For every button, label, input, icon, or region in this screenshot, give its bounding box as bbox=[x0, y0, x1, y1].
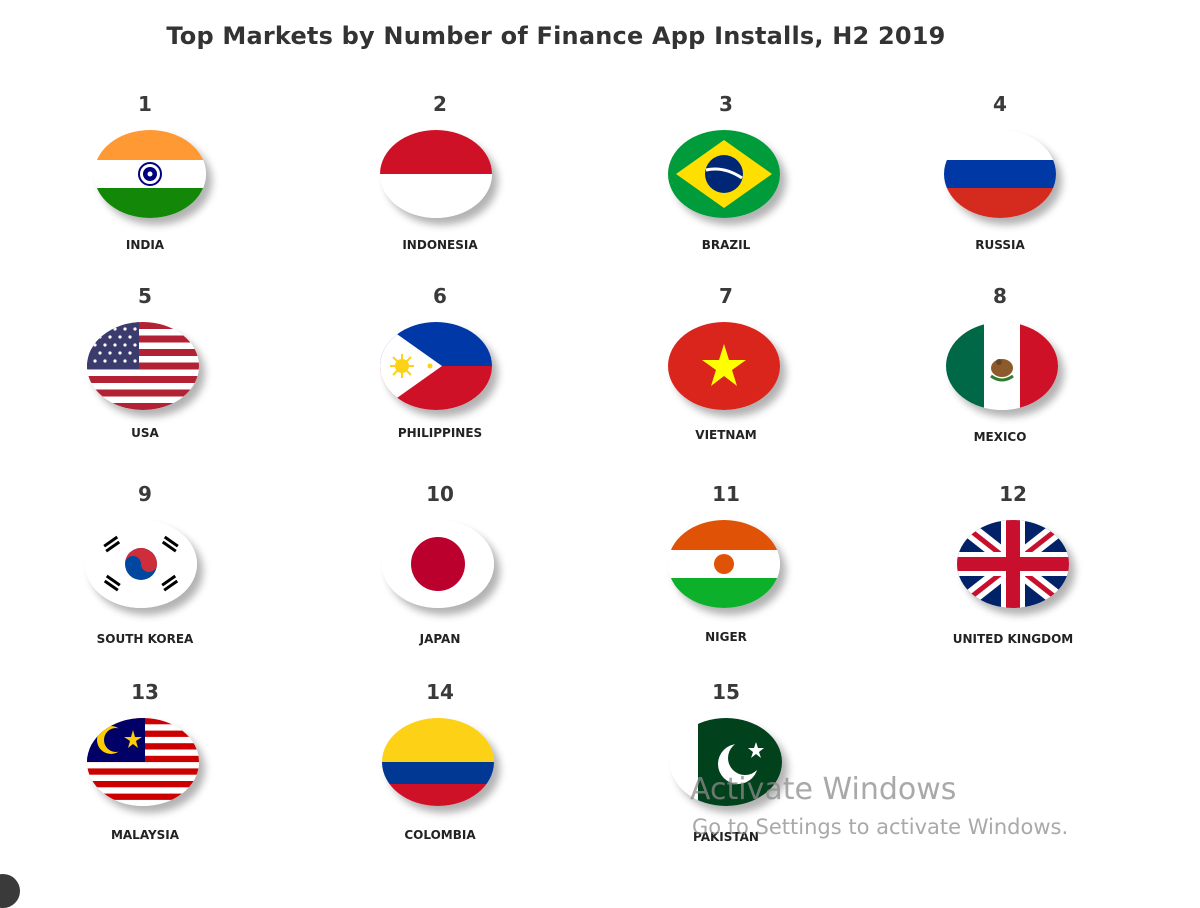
united-kingdom-flag-icon bbox=[957, 520, 1069, 608]
country-name: PHILIPPINES bbox=[397, 426, 483, 440]
country-name: BRAZIL bbox=[701, 238, 751, 252]
country-name: INDIA bbox=[125, 238, 165, 252]
country-name: USA bbox=[131, 426, 159, 440]
market-card: 10 JAPAN bbox=[320, 482, 560, 672]
market-card: 2 INDONESIA bbox=[320, 92, 560, 282]
mexico-flag-icon bbox=[946, 322, 1058, 410]
brazil-flag-icon bbox=[668, 130, 780, 218]
rank-number: 1 bbox=[138, 92, 152, 116]
market-card: 6 PHILIPPINES bbox=[320, 284, 560, 474]
rank-number: 9 bbox=[138, 482, 152, 506]
activation-watermark-title: Activate Windows bbox=[690, 772, 957, 807]
rank-number: 6 bbox=[433, 284, 447, 308]
market-card: 3 BRAZIL bbox=[606, 92, 846, 282]
market-card: 15 PAKISTAN bbox=[606, 680, 846, 870]
market-card: 4 RUSSIA bbox=[880, 92, 1120, 282]
colombia-flag-icon bbox=[382, 718, 494, 806]
country-name: UNITED KINGDOM bbox=[952, 632, 1074, 646]
country-name: INDONESIA bbox=[402, 238, 478, 252]
page-title: Top Markets by Number of Finance App Ins… bbox=[166, 22, 946, 50]
rank-number: 13 bbox=[131, 680, 159, 704]
malaysia-flag-icon bbox=[87, 718, 199, 806]
market-card: 5 USA bbox=[25, 284, 265, 474]
market-card: 13 MALAYSIA bbox=[25, 680, 265, 870]
vietnam-flag-icon bbox=[668, 322, 780, 410]
market-card: 8 MEXICO bbox=[880, 284, 1120, 474]
rank-number: 15 bbox=[712, 680, 740, 704]
country-name: SOUTH KOREA bbox=[96, 632, 194, 646]
country-name: NIGER bbox=[705, 630, 747, 644]
market-card: 11 NIGER bbox=[606, 482, 846, 672]
rank-number: 7 bbox=[719, 284, 733, 308]
country-name: MALAYSIA bbox=[110, 828, 180, 842]
india-flag-icon bbox=[94, 130, 206, 218]
philippines-flag-icon bbox=[380, 322, 492, 410]
country-name: JAPAN bbox=[419, 632, 461, 646]
rank-number: 11 bbox=[712, 482, 740, 506]
country-name: PAKISTAN bbox=[693, 830, 759, 844]
south-korea-flag-icon bbox=[85, 520, 197, 608]
rank-number: 12 bbox=[999, 482, 1027, 506]
japan-flag-icon bbox=[382, 520, 494, 608]
market-card: 14 COLOMBIA bbox=[320, 680, 560, 870]
market-card: 7 VIETNAM bbox=[606, 284, 846, 474]
rank-number: 14 bbox=[426, 680, 454, 704]
rank-number: 4 bbox=[993, 92, 1007, 116]
market-card: 9 SOUTH KOREA bbox=[25, 482, 265, 672]
indonesia-flag-icon bbox=[380, 130, 492, 218]
rank-number: 10 bbox=[426, 482, 454, 506]
country-name: COLOMBIA bbox=[404, 828, 476, 842]
rank-number: 2 bbox=[433, 92, 447, 116]
market-card: 1 INDIA bbox=[25, 92, 265, 282]
rank-number: 5 bbox=[138, 284, 152, 308]
country-name: VIETNAM bbox=[695, 428, 757, 442]
niger-flag-icon bbox=[668, 520, 780, 608]
rank-number: 3 bbox=[719, 92, 733, 116]
country-name: MEXICO bbox=[973, 430, 1027, 444]
rank-number: 8 bbox=[993, 284, 1007, 308]
market-card: 12 UNITED KINGDOM bbox=[893, 482, 1133, 672]
russia-flag-icon bbox=[944, 130, 1056, 218]
usa-flag-icon bbox=[87, 322, 199, 410]
activation-watermark-subtitle[interactable]: Go to Settings to activate Windows. bbox=[692, 815, 1069, 839]
country-name: RUSSIA bbox=[975, 238, 1025, 252]
